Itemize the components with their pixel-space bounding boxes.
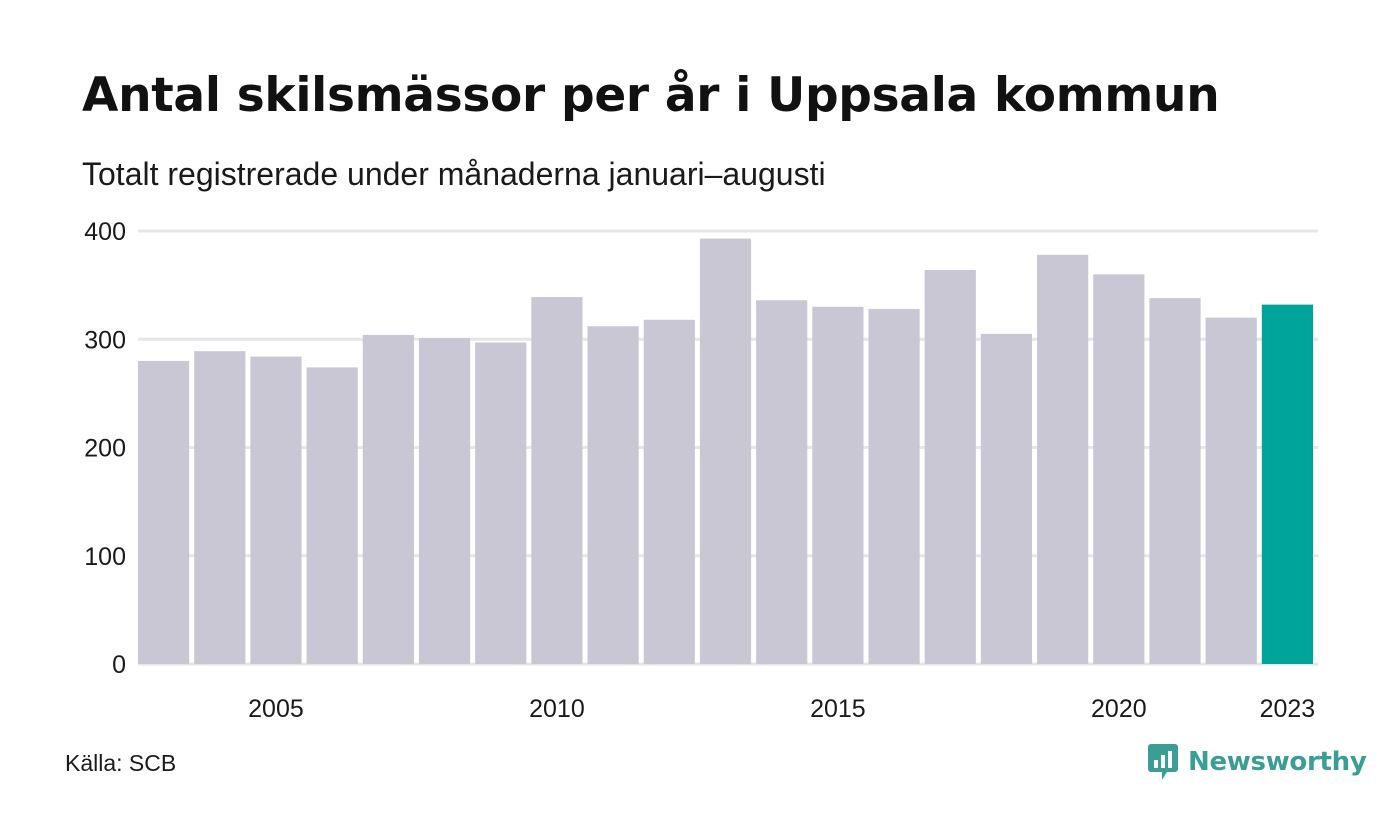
- bar-2014: [756, 300, 808, 664]
- y-tick-label: 0: [112, 651, 126, 679]
- bar-2003: [138, 360, 190, 664]
- bar-2015: [812, 306, 864, 664]
- y-tick-label: 100: [84, 543, 126, 571]
- x-tick-label: 2015: [810, 695, 866, 723]
- chart-title: Antal skilsmässor per år i Uppsala kommu…: [82, 68, 1220, 123]
- bar-2013: [699, 238, 752, 664]
- bar-2018: [980, 333, 1033, 664]
- bar-2009: [475, 342, 527, 664]
- newsworthy-logo-text: Newsworthy: [1188, 747, 1367, 777]
- bar-2005: [250, 356, 302, 664]
- y-axis-labels: 0 100 200 300 400: [84, 218, 126, 679]
- bar-2020: [1093, 274, 1145, 664]
- bar-2011: [587, 326, 639, 664]
- bar-2004: [194, 351, 246, 664]
- bar-2010: [531, 297, 583, 664]
- bar-chart: 0 100 200 300 400 2005 2010 2015 2020 2023: [84, 218, 1318, 723]
- y-tick-label: 300: [84, 326, 126, 354]
- bar-2008: [418, 338, 471, 664]
- bar-2022: [1205, 317, 1257, 664]
- bar-2019: [1037, 254, 1089, 664]
- y-tick-label: 400: [84, 218, 126, 246]
- bar-2017: [924, 269, 976, 664]
- x-tick-label: 2020: [1091, 695, 1147, 723]
- bar-2007: [362, 334, 414, 664]
- source-note: Källa: SCB: [65, 750, 177, 776]
- newsworthy-logo: Newsworthy: [1148, 742, 1367, 782]
- newsworthy-logo-icon: [1148, 744, 1178, 780]
- bar-2006: [306, 367, 358, 664]
- y-tick-label: 200: [84, 435, 126, 463]
- bar-2016: [868, 308, 920, 664]
- bar-2023: [1261, 304, 1313, 664]
- x-tick-label: 2005: [248, 695, 304, 723]
- x-tick-label: 2010: [529, 695, 585, 723]
- bars: [138, 238, 1313, 664]
- x-axis-labels: 2005 2010 2015 2020 2023: [248, 695, 1315, 723]
- x-tick-label: 2023: [1260, 695, 1316, 723]
- bar-2021: [1149, 298, 1201, 664]
- chart-subtitle: Totalt registrerade under månaderna janu…: [82, 156, 826, 192]
- bar-2012: [643, 319, 695, 664]
